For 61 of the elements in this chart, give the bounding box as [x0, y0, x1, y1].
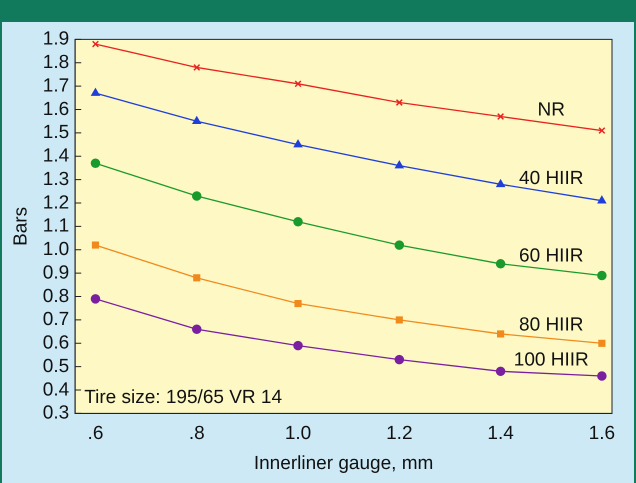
- series-label: NR: [538, 99, 565, 120]
- y-tick-label: 1.5: [42, 122, 70, 144]
- series-label: 100 HIIR: [514, 349, 589, 370]
- point: [293, 340, 303, 350]
- point: [496, 259, 506, 269]
- point: [91, 88, 100, 96]
- y-tick-label: 1.4: [42, 146, 70, 167]
- point: [598, 126, 606, 134]
- y-tick-label: 0.5: [42, 356, 70, 377]
- y-tick-label: 1.2: [42, 192, 70, 214]
- y-tick-label: 0.4: [42, 379, 70, 400]
- point: [598, 196, 606, 204]
- point: [597, 270, 607, 280]
- y-tick-label: 0.6: [42, 332, 70, 354]
- point: [394, 354, 404, 364]
- x-tick-label: .6: [88, 423, 104, 444]
- point: [396, 98, 403, 106]
- series-label: 80 HIIR: [519, 314, 584, 336]
- point: [92, 242, 100, 249]
- point: [497, 330, 504, 338]
- point: [396, 316, 403, 324]
- point: [294, 300, 302, 308]
- point: [598, 340, 606, 347]
- x-tick-label: 1.2: [386, 423, 413, 444]
- annotation: Tire size: 195/65 VR 14: [84, 387, 282, 408]
- y-axis-title: Bars: [10, 206, 32, 246]
- point: [293, 216, 303, 226]
- point: [90, 294, 100, 304]
- x-tick-label: .8: [188, 423, 205, 444]
- x-axis-title: Innerliner gauge, mm: [254, 452, 434, 474]
- y-tick-label: 1.9: [42, 28, 70, 50]
- point: [193, 274, 200, 282]
- point: [496, 366, 506, 376]
- point: [394, 240, 404, 250]
- y-tick-label: 1.0: [42, 239, 70, 260]
- x-tick-label: 1.0: [284, 423, 312, 444]
- y-tick-label: 0.8: [42, 286, 70, 307]
- x-tick-label: 1.6: [588, 423, 616, 444]
- point: [90, 158, 100, 168]
- x-tick-label: 1.4: [487, 423, 514, 444]
- point: [192, 116, 201, 124]
- y-tick-label: 0.7: [42, 309, 70, 330]
- point: [496, 180, 505, 188]
- point: [192, 191, 202, 201]
- point: [497, 112, 504, 120]
- point: [193, 64, 200, 72]
- y-tick-label: 1.7: [42, 75, 70, 96]
- point: [597, 371, 607, 381]
- point: [92, 40, 100, 48]
- point: [192, 324, 202, 334]
- point: [395, 160, 404, 168]
- y-tick-label: 1.1: [42, 216, 70, 237]
- y-tick-label: 1.8: [42, 52, 70, 74]
- series-label: 40 HIIR: [519, 168, 584, 190]
- y-tick-label: 1.3: [42, 168, 70, 190]
- y-tick-label: 0.3: [42, 402, 70, 424]
- y-tick-label: 0.9: [42, 262, 70, 284]
- point: [294, 80, 302, 88]
- series-label: 60 HIIR: [519, 245, 584, 266]
- point: [294, 140, 302, 148]
- y-tick-label: 1.6: [42, 98, 70, 120]
